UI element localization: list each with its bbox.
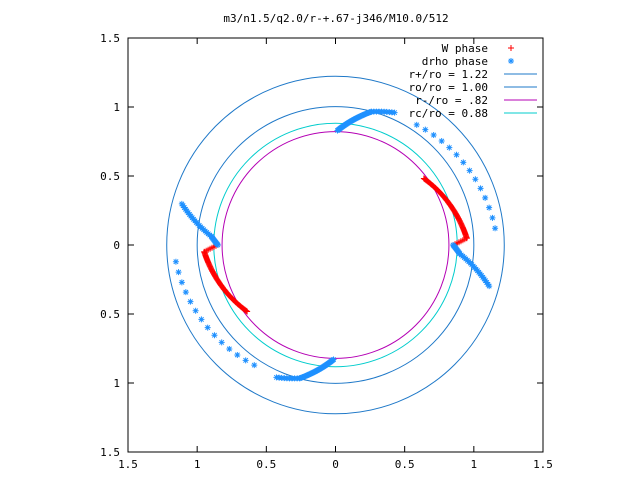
x-tick-label: 1.5 bbox=[118, 458, 138, 471]
drho-phase-point bbox=[391, 109, 398, 116]
circle-line bbox=[221, 131, 450, 359]
drho-phase-point bbox=[446, 144, 453, 151]
drho-phase-point bbox=[172, 258, 179, 265]
legend-asterisk-marker bbox=[508, 58, 514, 64]
drho-phase-point bbox=[234, 351, 241, 358]
drho-phase-point bbox=[430, 132, 437, 139]
legend-label: drho phase bbox=[422, 55, 488, 68]
x-tick-label: 1.5 bbox=[533, 458, 553, 471]
legend-label: rc/ro = 0.88 bbox=[409, 107, 488, 120]
y-tick-label: 0.5 bbox=[100, 308, 120, 321]
drho-phase-point bbox=[204, 324, 211, 331]
w-phase-point bbox=[243, 307, 250, 314]
drho-phase-point bbox=[489, 214, 496, 221]
legend-plus-marker bbox=[508, 45, 514, 51]
drho-phase-point bbox=[178, 279, 185, 286]
legend-label: r+/ro = 1.22 bbox=[409, 68, 488, 81]
drho-phase-point bbox=[450, 242, 457, 248]
drho-phase-point bbox=[226, 345, 233, 352]
drho-phase-point bbox=[477, 185, 484, 192]
drho-phase-point bbox=[218, 339, 225, 346]
w-phase-point bbox=[421, 176, 428, 183]
w-phase-point bbox=[420, 175, 427, 182]
drho-phase-point bbox=[413, 121, 420, 128]
x-tick-label: 0.5 bbox=[256, 458, 276, 471]
drho-phase-point bbox=[466, 167, 473, 174]
w-phase-point bbox=[244, 308, 251, 315]
drho-phase-point bbox=[482, 194, 489, 201]
x-tick-label: 1 bbox=[194, 458, 201, 471]
drho-phase-point bbox=[187, 298, 194, 305]
drho-phase-point bbox=[175, 269, 182, 276]
y-tick-label: 0 bbox=[113, 239, 120, 252]
drho-phase-point bbox=[211, 332, 218, 339]
drho-phase-point bbox=[472, 176, 479, 183]
legend-label: ro/ro = 1.00 bbox=[409, 81, 488, 94]
drho-phase-point bbox=[486, 204, 493, 211]
y-tick-label: 1 bbox=[113, 377, 120, 390]
drho-phase-point bbox=[198, 316, 205, 323]
y-tick-label: 1.5 bbox=[100, 32, 120, 45]
y-tick-label: 1.5 bbox=[100, 446, 120, 459]
data-markers bbox=[172, 108, 499, 382]
x-tick-label: 0.5 bbox=[395, 458, 415, 471]
drho-phase-point bbox=[453, 151, 460, 158]
drho-phase-point bbox=[438, 138, 445, 145]
circle-line bbox=[213, 122, 458, 368]
legend-label: r-/ro = .82 bbox=[415, 94, 488, 107]
chart-title: m3/n1.5/q2.0/r-+.67-j346/M10.0/512 bbox=[223, 12, 448, 25]
plot-axes bbox=[127, 37, 544, 453]
circle-line bbox=[166, 75, 505, 415]
drho-phase-point bbox=[492, 225, 499, 232]
circle-line bbox=[196, 106, 475, 384]
drho-phase-point bbox=[460, 159, 467, 166]
drho-phase-point bbox=[251, 362, 258, 369]
legend-label: W phase bbox=[442, 42, 488, 55]
y-tick-label: 1 bbox=[113, 101, 120, 114]
y-tick-label: 0.5 bbox=[100, 170, 120, 183]
drho-phase-point bbox=[192, 307, 199, 314]
drho-phase-point bbox=[214, 242, 221, 248]
drho-phase-point bbox=[242, 357, 249, 364]
x-tick-label: 0 bbox=[332, 458, 339, 471]
drho-phase-point bbox=[273, 374, 280, 381]
drho-phase-point bbox=[182, 289, 189, 296]
x-tick-label: 1 bbox=[471, 458, 478, 471]
drho-phase-point bbox=[422, 126, 429, 133]
